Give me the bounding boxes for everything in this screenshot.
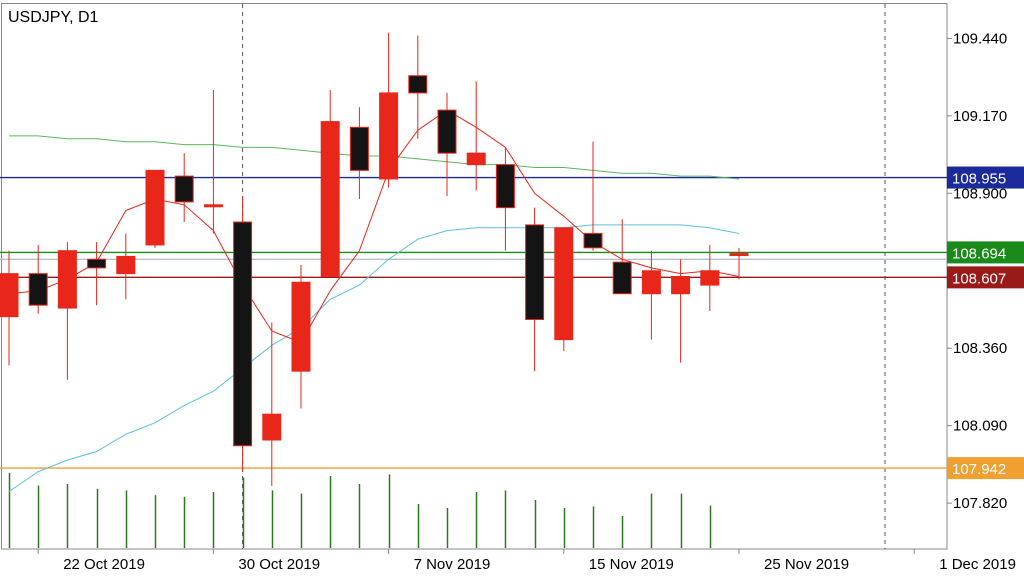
- price-tag-label: 108.694: [952, 245, 1006, 262]
- candle-body: [262, 413, 282, 441]
- price-tag: [947, 266, 1024, 289]
- y-tick-label: 109.440: [953, 30, 1007, 47]
- candle-body: [583, 232, 603, 249]
- x-tick-label: 15 Nov 2019: [589, 556, 674, 573]
- candle-body: [87, 258, 107, 269]
- y-tick-label: 108.360: [953, 340, 1007, 357]
- candle-body: [0, 273, 19, 318]
- candle-body: [466, 152, 486, 166]
- price-tag-label: 108.607: [952, 270, 1006, 287]
- x-tick-label: 25 Nov 2019: [764, 556, 849, 573]
- y-tick-label: 107.820: [953, 495, 1007, 512]
- x-tick-label: 7 Nov 2019: [414, 556, 491, 573]
- candle-body: [525, 224, 545, 321]
- candle-body: [145, 169, 165, 246]
- candle-body: [612, 261, 632, 295]
- chart-title: USDJPY, D1: [8, 9, 99, 26]
- x-tick-label: 30 Oct 2019: [238, 556, 320, 573]
- candle-body: [349, 126, 369, 171]
- ma-slow-line: [9, 135, 740, 180]
- candle-body: [57, 250, 77, 309]
- candle-body: [554, 227, 574, 341]
- price-tag-label: 108.955: [952, 171, 1006, 188]
- candle-body: [28, 273, 48, 306]
- price-tag-label: 107.942: [952, 461, 1006, 478]
- candle-body: [495, 164, 515, 209]
- y-tick-label: 108.090: [953, 418, 1007, 435]
- price-tag: [947, 166, 1024, 189]
- candle-body: [437, 109, 457, 154]
- price-tag: [947, 457, 1024, 480]
- candle-body: [729, 253, 749, 257]
- y-tick-label: 109.170: [953, 108, 1007, 125]
- candle-body: [174, 175, 194, 203]
- candle-body: [116, 255, 136, 275]
- candle-body: [203, 204, 223, 208]
- x-tick-label: 1 Dec 2019: [939, 556, 1016, 573]
- candle-body: [379, 92, 399, 180]
- ma-mid-line: [8, 224, 740, 493]
- candle-body: [408, 75, 428, 94]
- y-tick-label: 108.900: [953, 185, 1007, 202]
- candle-body: [700, 270, 720, 286]
- price-tag: [947, 241, 1024, 264]
- ma-fast-line: [8, 109, 740, 344]
- candle-body: [641, 270, 661, 295]
- candle-body: [320, 121, 340, 277]
- x-tick-label: 22 Oct 2019: [63, 556, 145, 573]
- candle-body: [671, 276, 691, 295]
- candle-body: [233, 221, 253, 447]
- candle-body: [291, 281, 311, 372]
